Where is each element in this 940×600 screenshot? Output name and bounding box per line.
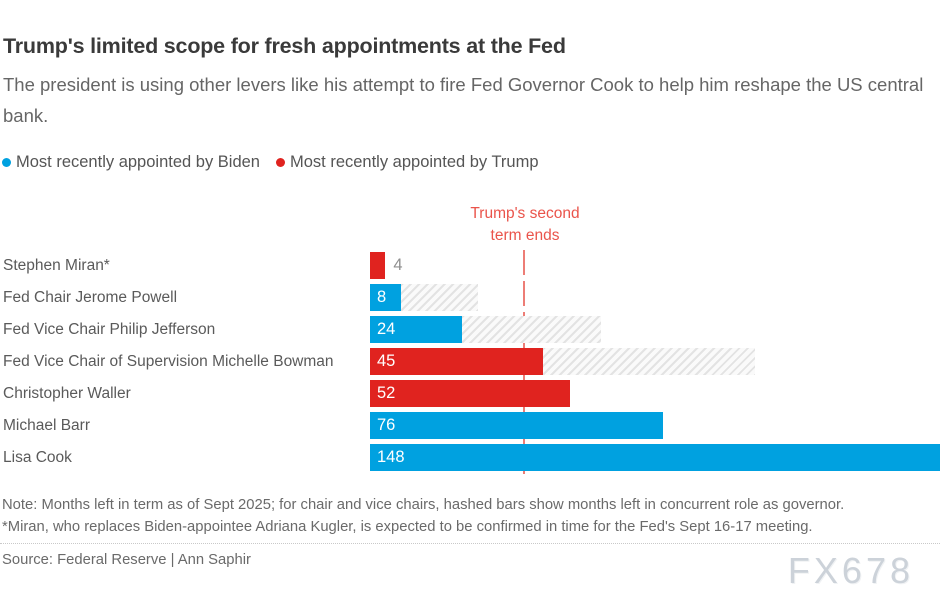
bar-value-label: 4 <box>393 256 403 274</box>
legend-label-biden: Most recently appointed by Biden <box>16 153 260 171</box>
legend-item-biden: Most recently appointed by Biden <box>2 153 260 172</box>
governor-term-hatch-bar <box>543 348 756 375</box>
chart-header: Trump's limited scope for fresh appointm… <box>3 33 933 131</box>
term-bar <box>370 348 544 375</box>
page-title: Trump's limited scope for fresh appointm… <box>3 34 566 58</box>
category-label: Fed Chair Jerome Powell <box>3 289 178 306</box>
bar-value-label: 52 <box>377 384 396 402</box>
note-line1: Note: Months left in term as of Sept 202… <box>2 497 845 513</box>
term-bar <box>370 252 386 279</box>
category-label: Michael Barr <box>3 417 90 434</box>
legend-item-trump: Most recently appointed by Trump <box>275 153 539 172</box>
chart-row: Stephen Miran* 4 <box>0 252 940 279</box>
category-label: Christopher Waller <box>3 385 131 402</box>
note-line2: *Miran, who replaces Biden-appointee Adr… <box>2 519 813 535</box>
bar-value-label: 76 <box>377 416 396 434</box>
bar-value-label: 148 <box>377 448 405 466</box>
bar-value-label: 24 <box>377 320 396 338</box>
term-end-annotation: Trump's second term ends <box>450 203 600 246</box>
annotation-line2: term ends <box>490 226 560 244</box>
category-label: Fed Vice Chair of Supervision Michelle B… <box>3 353 334 370</box>
fx678-watermark: FX678 <box>787 550 914 591</box>
term-bar <box>370 284 401 311</box>
term-bar <box>370 444 940 471</box>
trump-dot-icon <box>275 158 285 167</box>
category-label: Stephen Miran* <box>3 257 110 274</box>
term-bar <box>370 380 571 407</box>
term-bar <box>370 412 663 439</box>
bar-value-label: 8 <box>377 288 387 306</box>
chart-row: Christopher Waller 52 <box>0 380 940 407</box>
term-bar <box>370 316 463 343</box>
chart-row: Fed Vice Chair of Supervision Michelle B… <box>0 348 940 375</box>
governor-term-hatch-bar <box>400 284 478 311</box>
legend-label-trump: Most recently appointed by Trump <box>289 153 539 171</box>
category-label: Fed Vice Chair Philip Jefferson <box>3 321 216 338</box>
bar-chart-area: Trump's second term ends Stephen Miran* 4… <box>0 200 940 490</box>
category-label: Lisa Cook <box>3 449 72 466</box>
bar-value-label: 45 <box>377 352 396 370</box>
chart-subtitle: The president is using other levers like… <box>3 74 924 126</box>
chart-notes: Note: Months left in term as of Sept 202… <box>2 494 938 538</box>
annotation-line1: Trump's second <box>470 205 580 222</box>
chart-legend: Most recently appointed by Biden Most re… <box>2 153 539 172</box>
source-line: Source: Federal Reserve | Ann Saphir <box>2 552 251 568</box>
chart-row: Fed Chair Jerome Powell 8 <box>0 284 940 311</box>
source-divider <box>0 543 940 544</box>
chart-row: Fed Vice Chair Philip Jefferson 24 <box>0 316 940 343</box>
chart-row: Lisa Cook 148 <box>0 444 940 471</box>
chart-row: Michael Barr 76 <box>0 412 940 439</box>
governor-term-hatch-bar <box>462 316 602 343</box>
biden-dot-icon <box>2 158 11 167</box>
